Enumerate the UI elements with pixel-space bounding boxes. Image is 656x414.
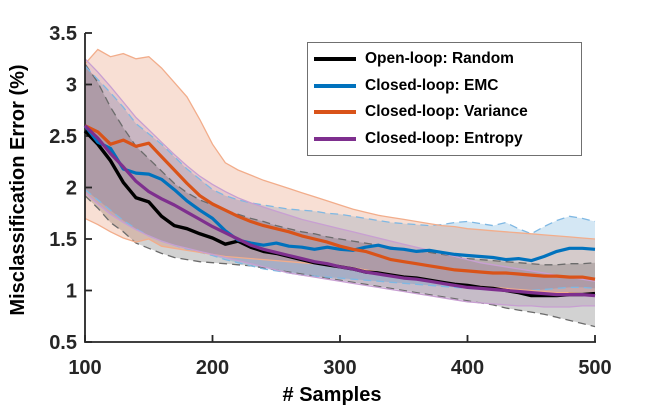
x-tick-label: 200 <box>196 357 229 379</box>
y-tick-label: 1 <box>66 281 77 303</box>
legend-item-random: Open-loop: Random <box>308 48 581 70</box>
x-tick-label: 400 <box>451 357 484 379</box>
legend-line-swatch-black <box>314 56 356 61</box>
band-upper-edge-3 <box>84 58 596 282</box>
y-tick-label: 3.5 <box>49 23 77 45</box>
legend-line-swatch-orange <box>314 110 356 115</box>
error-band-0 <box>85 63 595 327</box>
y-tick-label: 2.5 <box>49 126 77 148</box>
legend-item-variance: Closed-loop: Variance <box>308 101 581 123</box>
y-tick-label: 2 <box>66 178 77 200</box>
y-axis-label: Misclassification Error (%) <box>7 64 29 316</box>
x-axis-label: # Samples <box>282 384 382 406</box>
legend-label: Open-loop: Random <box>365 49 514 67</box>
x-tick-label: 100 <box>68 357 101 379</box>
band-lower-edge-0 <box>84 195 596 328</box>
y-tick-label: 0.5 <box>49 332 77 354</box>
legend-label: Closed-loop: EMC <box>365 76 499 94</box>
y-tick-label: 1.5 <box>49 229 77 251</box>
legend-line-swatch-purple <box>314 137 356 142</box>
legend: Open-loop: Random Closed-loop: EMC Close… <box>307 42 582 156</box>
band-upper-edge-1 <box>84 65 596 235</box>
legend-item-entropy: Closed-loop: Entropy <box>308 128 581 150</box>
error-band-3 <box>85 58 595 307</box>
series-line-2 <box>84 124 596 281</box>
series-line-1 <box>83 124 596 263</box>
legend-line-swatch-blue <box>314 83 356 88</box>
x-tick-label: 300 <box>323 357 356 379</box>
error-band-1 <box>85 66 595 291</box>
x-tick-label: 500 <box>578 357 611 379</box>
legend-label: Closed-loop: Variance <box>365 103 528 121</box>
band-upper-edge-2 <box>84 48 596 240</box>
band-upper-edge-0 <box>84 63 596 266</box>
band-lower-edge-3 <box>84 192 595 308</box>
legend-label: Closed-loop: Entropy <box>365 130 523 148</box>
error-band-2 <box>85 49 595 294</box>
series-line-3 <box>83 124 596 298</box>
y-tick-label: 3 <box>66 75 77 97</box>
legend-item-emc: Closed-loop: EMC <box>308 75 581 97</box>
